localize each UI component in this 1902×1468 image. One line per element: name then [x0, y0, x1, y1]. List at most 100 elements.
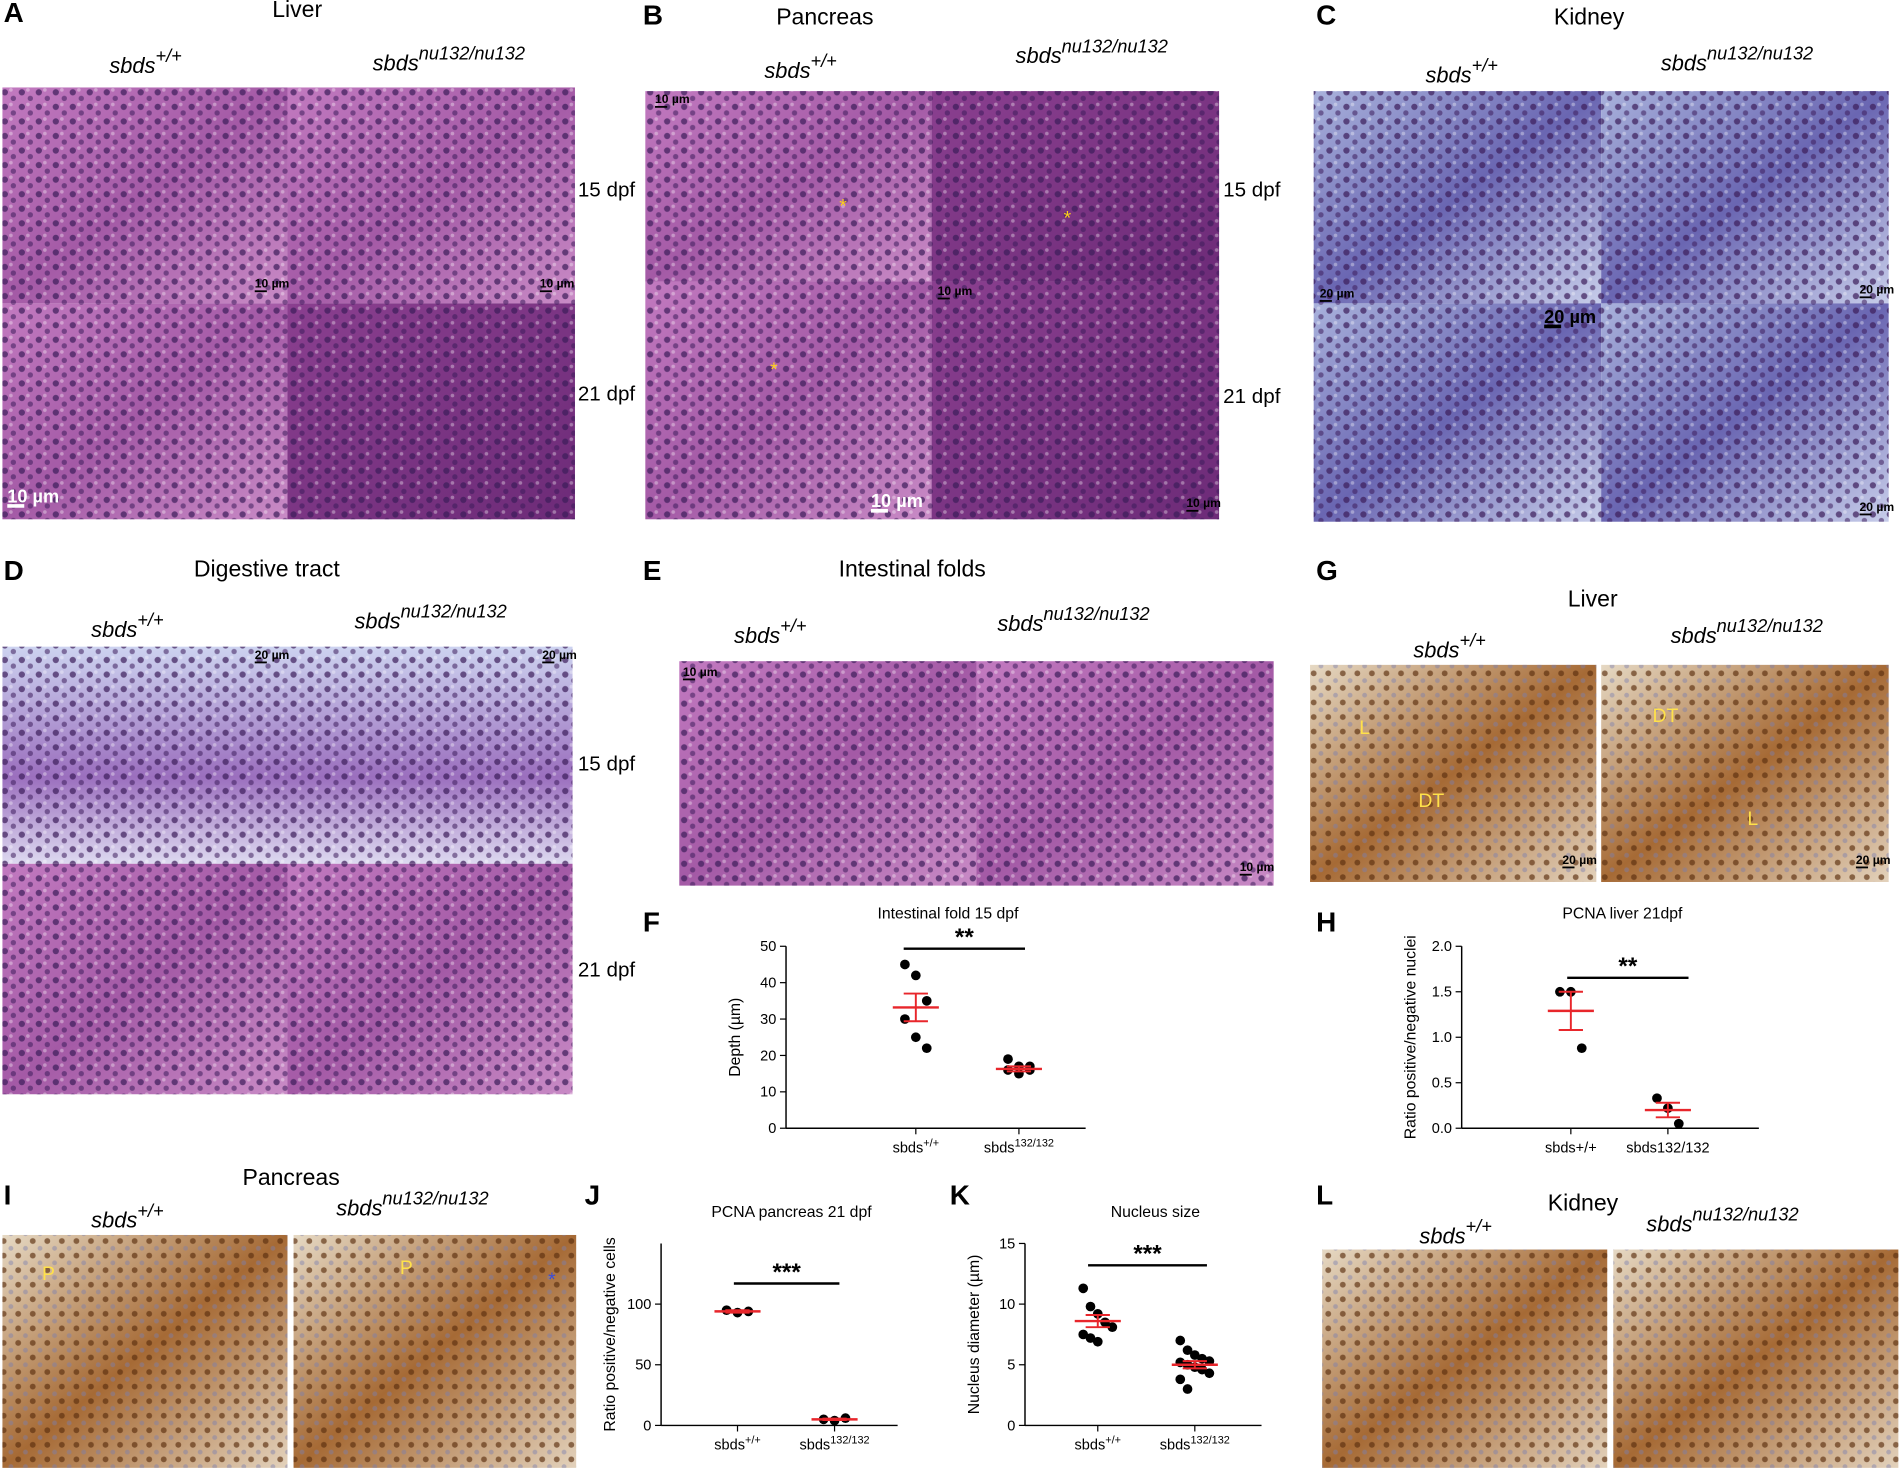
data-point — [1092, 1308, 1103, 1319]
text-part: sbds — [1075, 1438, 1106, 1454]
scale-bar-label: 20 µm — [1860, 283, 1895, 297]
y-tick-label: 5 — [1007, 1358, 1015, 1374]
panel-title: Intestinal folds — [839, 555, 986, 581]
significance-label: ** — [1618, 953, 1637, 980]
text-part: 132/132 — [830, 1435, 869, 1447]
text-part: sbds — [1413, 638, 1459, 663]
scale-bar-label: 10 µm — [1186, 496, 1221, 510]
data-point — [1652, 1093, 1662, 1104]
text-part: sbds — [336, 1196, 382, 1221]
chart-title: Nucleus size — [1111, 1204, 1201, 1221]
genotype-label: sbdsnu132/nu132 — [373, 44, 525, 76]
data-point — [910, 970, 921, 981]
genotype-label: sbds+/+ — [91, 1201, 163, 1233]
micrograph-texture — [2, 646, 288, 864]
text-part: nu132/nu132 — [1062, 36, 1168, 56]
y-tick-label: 2.0 — [1432, 939, 1452, 955]
annotation: * — [548, 1269, 556, 1291]
text-part: +/+ — [923, 1137, 939, 1149]
micrograph-texture — [2, 303, 288, 520]
genotype-label: sbdsnu132/nu132 — [1661, 44, 1813, 76]
data-point — [1189, 1350, 1200, 1360]
stage-label: 15 dpf — [578, 752, 636, 775]
data-point — [1673, 1118, 1684, 1129]
y-tick-label: 100 — [627, 1297, 651, 1313]
text-part: sbds132/132 — [1626, 1140, 1709, 1156]
micrograph-texture — [293, 1234, 577, 1468]
micrograph-texture — [645, 91, 932, 282]
micrograph-texture — [2, 87, 288, 304]
text-part: sbds — [984, 1140, 1015, 1156]
genotype-label: sbds+/+ — [109, 46, 181, 78]
micrograph-texture — [1601, 664, 1889, 882]
scale-bar-label: 20 µm — [1544, 307, 1596, 327]
panel-letter: H — [1316, 907, 1336, 938]
data-point — [900, 1014, 910, 1024]
stage-label: 15 dpf — [578, 179, 636, 202]
genotype-label: sbds+/+ — [1419, 1217, 1491, 1249]
data-point — [900, 959, 910, 970]
text-part: +/+ — [1472, 56, 1498, 76]
text-part: sbds — [714, 1438, 745, 1454]
data-point — [1092, 1336, 1103, 1347]
scale-bar-label: 10 µm — [871, 491, 923, 511]
panel-letter: J — [585, 1180, 601, 1211]
y-axis-label: Nucleus diameter (µm) — [966, 1255, 983, 1415]
micrograph-texture — [1310, 664, 1597, 882]
scale-bar-label: 10 µm — [540, 277, 575, 291]
panel-letter: B — [643, 0, 663, 30]
text-part: sbds — [1160, 1438, 1191, 1454]
genotype-label: sbds+/+ — [1413, 631, 1485, 663]
micrograph-texture — [679, 661, 977, 886]
data-point — [1107, 1322, 1118, 1333]
panel-title: Kidney — [1554, 3, 1625, 29]
data-point — [1182, 1345, 1193, 1356]
data-point — [1204, 1368, 1215, 1379]
text-part: +/+ — [745, 1435, 761, 1447]
genotype-label: sbdsnu132/nu132 — [997, 604, 1149, 636]
x-tick-label: sbds+/+ — [893, 1137, 940, 1156]
micrograph-texture — [1313, 303, 1602, 522]
annotation: L — [1747, 808, 1758, 830]
data-point — [1197, 1364, 1207, 1375]
text-part: sbds — [1425, 63, 1471, 88]
genotype-label: sbdsnu132/nu132 — [1671, 616, 1823, 648]
y-tick-label: 0 — [643, 1418, 651, 1434]
y-axis-label: Depth (µm) — [727, 998, 744, 1077]
panel-letter: D — [4, 555, 24, 586]
micrograph-texture — [1313, 91, 1602, 304]
x-tick-label: sbds+/+ — [1545, 1140, 1597, 1156]
x-tick-label: sbds132/132 — [1160, 1435, 1230, 1454]
micrograph-texture — [287, 863, 573, 1095]
micrograph-texture — [645, 281, 932, 520]
annotation: * — [770, 359, 778, 381]
panel-title: Liver — [272, 0, 322, 22]
text-part: nu132/nu132 — [1043, 604, 1149, 624]
panel-letter: L — [1316, 1180, 1333, 1211]
text-part: +/+ — [1466, 1217, 1492, 1237]
data-point — [1175, 1374, 1186, 1385]
micrograph-texture — [931, 91, 1220, 282]
y-tick-label: 0.0 — [1432, 1121, 1452, 1137]
stage-label: 21 dpf — [1223, 385, 1281, 408]
y-tick-label: 20 — [760, 1048, 776, 1064]
text-part: +/+ — [1105, 1435, 1121, 1447]
annotation: P — [42, 1263, 55, 1285]
annotation: P — [400, 1257, 413, 1279]
data-point — [1085, 1301, 1096, 1312]
y-tick-label: 1.0 — [1432, 1030, 1452, 1046]
text-part: +/+ — [810, 51, 836, 71]
data-point — [1003, 1054, 1013, 1064]
y-tick-label: 0.5 — [1432, 1076, 1452, 1092]
text-part: sbds — [1671, 623, 1717, 648]
stage-label: 21 dpf — [578, 959, 636, 982]
panel-letter: C — [1316, 0, 1336, 30]
text-part: nu132/nu132 — [382, 1189, 488, 1209]
data-point — [1576, 1043, 1587, 1054]
panel-letter: K — [950, 1180, 970, 1211]
data-point — [1085, 1333, 1096, 1343]
micrograph-texture — [287, 303, 575, 520]
text-part: sbds — [893, 1140, 924, 1156]
data-point — [910, 1032, 921, 1043]
